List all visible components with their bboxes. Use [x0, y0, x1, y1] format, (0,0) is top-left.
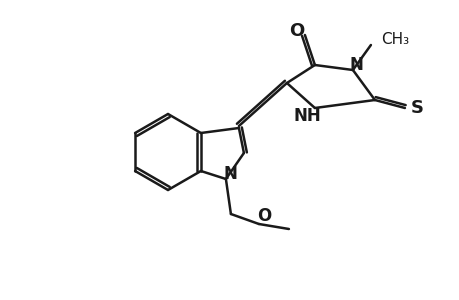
Text: S: S: [409, 99, 422, 117]
Text: CH₃: CH₃: [380, 32, 408, 46]
Text: N: N: [224, 165, 237, 183]
Text: O: O: [256, 207, 270, 225]
Text: N: N: [349, 56, 363, 74]
Text: NH: NH: [292, 107, 320, 125]
Text: O: O: [289, 22, 304, 40]
